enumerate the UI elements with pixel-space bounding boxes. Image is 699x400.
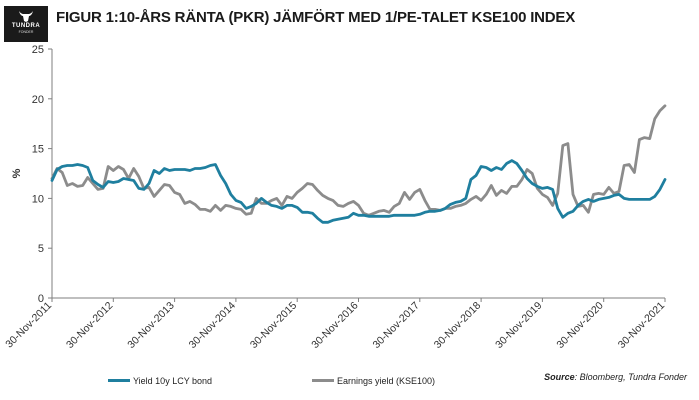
legend-swatch-yield (108, 379, 130, 383)
x-tick-label: 30-Nov-2014 (187, 300, 239, 352)
y-axis-label: % (11, 168, 23, 178)
x-tick-label: 30-Nov-2015 (248, 300, 300, 352)
y-tick-label: 0 (38, 293, 44, 305)
x-tick-label: 30-Nov-2016 (309, 300, 361, 352)
logo-subtitle: FONDER (18, 30, 34, 34)
source-text: : Bloomberg, Tundra Fonder (574, 372, 687, 382)
legend-item-earnings: Earnings yield (KSE100) (312, 372, 436, 386)
y-tick-label: 10 (32, 193, 44, 205)
legend-swatch-earnings (312, 379, 334, 383)
x-tick-label: 30-Nov-2011 (3, 300, 54, 351)
y-tick-label: 25 (32, 44, 44, 56)
x-tick-label: 30-Nov-2017 (371, 300, 423, 352)
x-tick-label: 30-Nov-2021 (616, 300, 668, 352)
bull-icon (19, 11, 33, 22)
series-line-yield (50, 159, 667, 224)
tundra-logo: TUNDRA FONDER (4, 6, 48, 42)
x-tick-label: 30-Nov-2012 (64, 300, 116, 352)
y-tick-label: 20 (32, 94, 44, 106)
source-prefix: Source (544, 372, 575, 382)
y-tick-label: 5 (38, 243, 44, 255)
logo-name: TUNDRA (11, 23, 41, 29)
x-tick-label: 30-Nov-2019 (493, 300, 545, 352)
x-tick-label: 30-Nov-2018 (432, 300, 484, 352)
y-tick-label: 15 (32, 144, 44, 156)
legend-label-earnings: Earnings yield (KSE100) (337, 375, 436, 386)
x-tick-label: 30-Nov-2013 (125, 300, 177, 352)
chart-title: FIGUR 1:10-ÅRS RÄNTA (PKR) JÄMFÖRT MED 1… (56, 9, 576, 26)
series-line-earnings (50, 104, 667, 217)
source-note: Source: Bloomberg, Tundra Fonder (544, 372, 687, 382)
legend-item-yield: Yield 10y LCY bond (108, 372, 213, 386)
legend-label-yield: Yield 10y LCY bond (133, 375, 213, 386)
x-tick-label: 30-Nov-2020 (554, 300, 606, 352)
